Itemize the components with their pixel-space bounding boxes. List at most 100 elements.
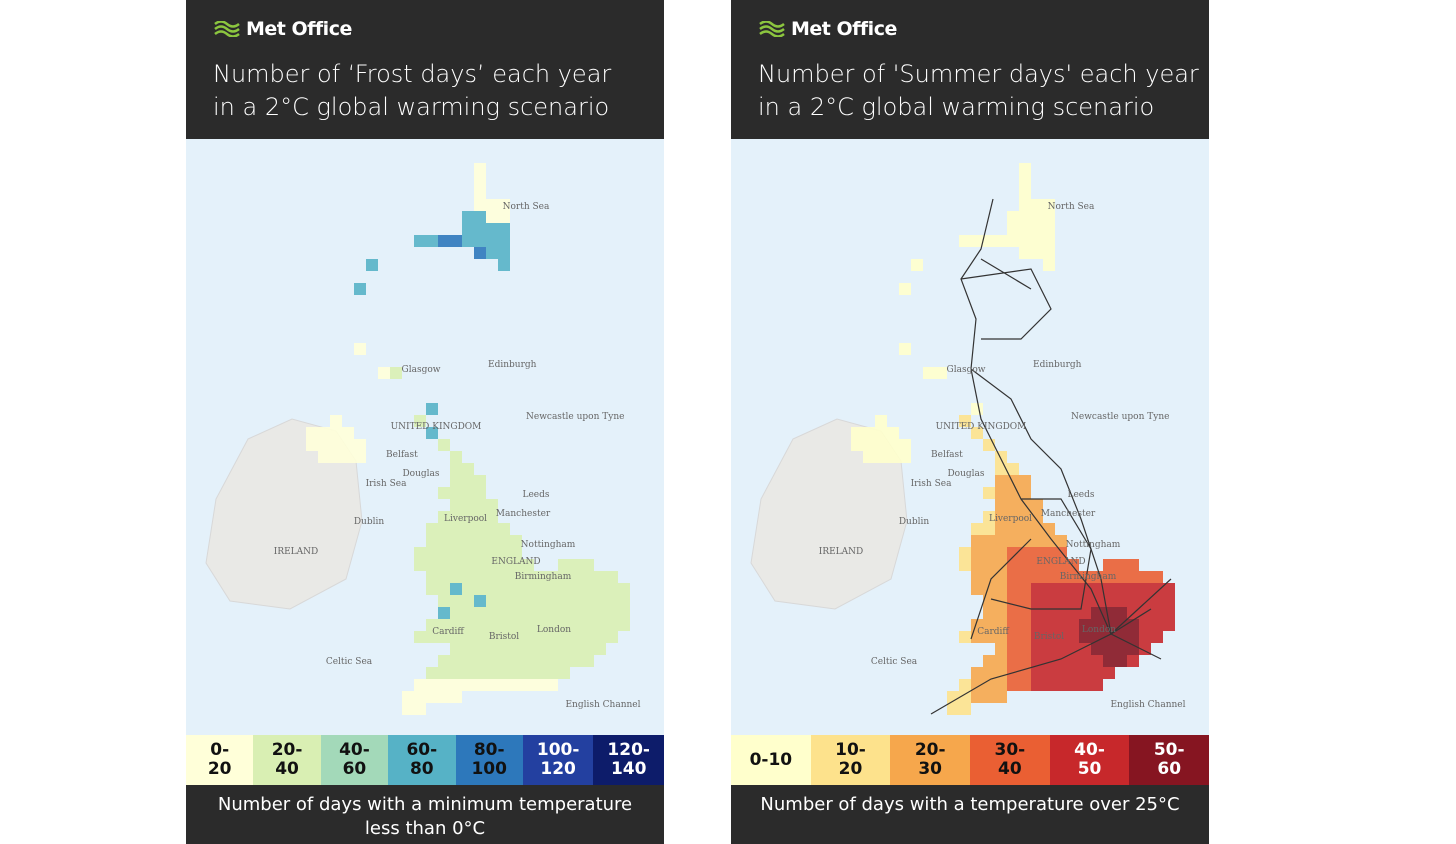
map-label: Dublin <box>354 517 385 527</box>
map-cell <box>594 595 606 607</box>
map-cell <box>983 235 995 247</box>
map-cell <box>875 427 887 439</box>
title: Number of ‘Frost days’ each year in a 2°C… <box>213 58 611 124</box>
map-cell <box>1031 667 1043 679</box>
map-cell <box>983 559 995 571</box>
map-label: Belfast <box>386 450 418 460</box>
map-cell <box>1091 571 1103 583</box>
map-cell <box>378 367 390 379</box>
map-cell <box>1067 631 1079 643</box>
map-cell <box>582 607 594 619</box>
map-cell <box>1043 199 1055 211</box>
map-cell <box>1079 571 1091 583</box>
map-cell <box>1007 499 1019 511</box>
map-cell <box>959 235 971 247</box>
map-cell <box>342 427 354 439</box>
map-label: IRELAND <box>274 547 318 557</box>
map-cell <box>462 511 474 523</box>
title: Number of 'Summer days' each year in a 2°… <box>758 58 1199 124</box>
map-cell <box>1043 679 1055 691</box>
map-cell <box>983 595 995 607</box>
map-cell <box>522 643 534 655</box>
map-cell <box>594 643 606 655</box>
map-cell <box>498 535 510 547</box>
map-cell <box>462 487 474 499</box>
map-cell <box>390 367 402 379</box>
map-cell <box>450 619 462 631</box>
map-cell <box>1151 583 1163 595</box>
map-cell <box>1055 619 1067 631</box>
logo-icon <box>759 21 785 37</box>
map-cell <box>450 511 462 523</box>
map-cell <box>983 667 995 679</box>
map-cell <box>522 655 534 667</box>
map-cell <box>875 451 887 463</box>
map-cell <box>1007 487 1019 499</box>
map-cell <box>995 475 1007 487</box>
map-cell <box>450 235 462 247</box>
map-cell <box>534 631 546 643</box>
map-cell <box>1079 655 1091 667</box>
map-cell <box>1031 523 1043 535</box>
map-cell <box>582 643 594 655</box>
map-cell <box>1055 595 1067 607</box>
map-cell <box>971 691 983 703</box>
legend-cell: 10-20 <box>810 735 891 785</box>
map-cell <box>474 667 486 679</box>
map-cell <box>426 535 438 547</box>
map-label: Cardiff <box>977 627 1009 637</box>
map-cell <box>462 535 474 547</box>
map-cell <box>330 415 342 427</box>
map-cell <box>558 667 570 679</box>
map-cell <box>1043 223 1055 235</box>
map-cell <box>983 655 995 667</box>
map-cell <box>899 451 911 463</box>
map-cell <box>971 547 983 559</box>
map-cell <box>426 631 438 643</box>
map-cell <box>450 475 462 487</box>
legend-cell: 40-60 <box>320 735 389 785</box>
map-cell <box>486 631 498 643</box>
map-cell <box>438 619 450 631</box>
map-cell <box>450 583 462 595</box>
map-cell <box>1055 667 1067 679</box>
map-cell <box>438 439 450 451</box>
map-cell <box>426 691 438 703</box>
map-cell <box>1163 583 1175 595</box>
logo-wave <box>759 21 785 28</box>
map-cell <box>474 559 486 571</box>
map-cell <box>1019 655 1031 667</box>
map-cell <box>983 439 995 451</box>
map-cell <box>474 547 486 559</box>
map-cell <box>546 655 558 667</box>
map-cell <box>486 547 498 559</box>
map-cell <box>1031 631 1043 643</box>
map-cell <box>330 439 342 451</box>
map-cell <box>1019 535 1031 547</box>
map-cell <box>450 487 462 499</box>
map-cell <box>971 427 983 439</box>
map-cell <box>983 547 995 559</box>
map-cell <box>1091 643 1103 655</box>
map-cell <box>1007 583 1019 595</box>
map-cell <box>414 415 426 427</box>
map-cell <box>618 619 630 631</box>
map-cell <box>606 631 618 643</box>
map-cell <box>594 571 606 583</box>
map-cell <box>570 607 582 619</box>
map-cell <box>1067 607 1079 619</box>
map-cell <box>558 607 570 619</box>
map-cell <box>450 655 462 667</box>
map-cell <box>971 571 983 583</box>
map-cell <box>474 583 486 595</box>
map-cell <box>426 523 438 535</box>
map-cell <box>1007 511 1019 523</box>
map-cell <box>618 583 630 595</box>
map-cell <box>935 367 947 379</box>
map-cell <box>450 595 462 607</box>
map-cell <box>570 559 582 571</box>
map-cell <box>486 511 498 523</box>
map-cell <box>1127 583 1139 595</box>
map-cell <box>1019 631 1031 643</box>
map-label: Edinburgh <box>1033 360 1082 370</box>
